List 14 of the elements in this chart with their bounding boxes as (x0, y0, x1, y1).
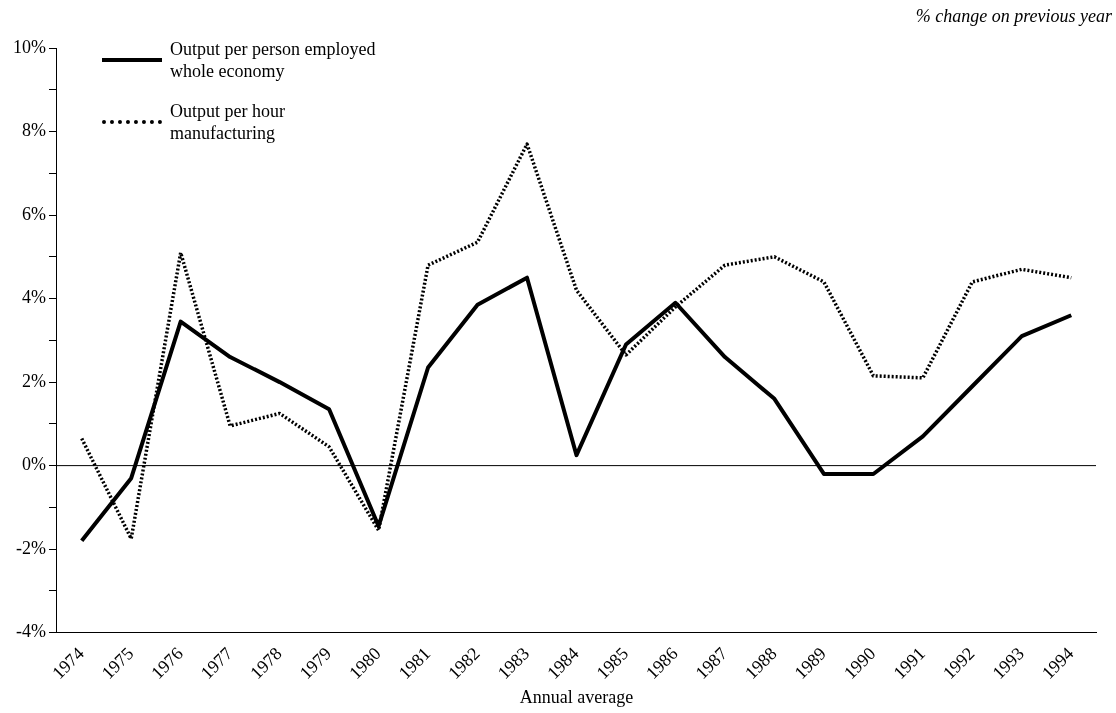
y-tick-label: 0% (21, 454, 46, 475)
x-tick-label: 1991 (889, 643, 930, 683)
x-tick-label: 1981 (394, 643, 435, 683)
x-axis-title: Annual average (519, 686, 634, 707)
y-tick-label: -2% (15, 537, 46, 558)
y-tick-label: 4% (21, 287, 46, 308)
legend-label: Output per person employed whole economy (169, 38, 377, 82)
y-tick-label: 2% (21, 370, 46, 391)
y-tick-label: 10% (12, 36, 46, 57)
y-tick-label: 6% (21, 203, 46, 224)
y-tick-label: 8% (21, 120, 46, 141)
y-tick-label: -4% (15, 621, 46, 642)
y-axis-title: % change on previous year (915, 6, 1113, 26)
legend-label: Output per hour manufacturing (169, 100, 286, 144)
